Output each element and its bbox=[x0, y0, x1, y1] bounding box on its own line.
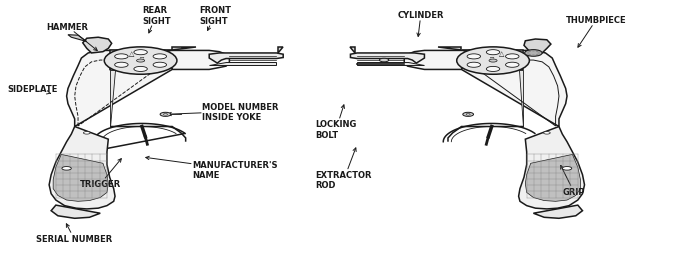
Text: THUMBPIECE: THUMBPIECE bbox=[565, 17, 626, 48]
Text: MANUFACTURER'S
NAME: MANUFACTURER'S NAME bbox=[146, 157, 278, 180]
PathPatch shape bbox=[533, 205, 582, 218]
PathPatch shape bbox=[68, 36, 87, 42]
PathPatch shape bbox=[49, 127, 115, 209]
Circle shape bbox=[524, 51, 542, 57]
Circle shape bbox=[467, 63, 481, 68]
PathPatch shape bbox=[278, 48, 283, 54]
Circle shape bbox=[536, 52, 539, 53]
Text: CYLINDER: CYLINDER bbox=[398, 11, 444, 37]
Circle shape bbox=[457, 48, 529, 75]
Circle shape bbox=[526, 53, 529, 54]
Circle shape bbox=[379, 59, 389, 62]
PathPatch shape bbox=[67, 51, 229, 127]
PathPatch shape bbox=[173, 48, 195, 51]
Circle shape bbox=[506, 55, 519, 60]
PathPatch shape bbox=[518, 71, 523, 127]
PathPatch shape bbox=[404, 51, 567, 127]
Circle shape bbox=[528, 55, 531, 56]
PathPatch shape bbox=[111, 71, 115, 127]
Circle shape bbox=[506, 63, 519, 68]
Circle shape bbox=[84, 132, 90, 135]
Circle shape bbox=[487, 51, 500, 56]
Circle shape bbox=[532, 55, 534, 56]
Text: HAMMER: HAMMER bbox=[47, 23, 97, 51]
Circle shape bbox=[528, 52, 531, 53]
Text: LOCKING
BOLT: LOCKING BOLT bbox=[315, 105, 357, 139]
Circle shape bbox=[543, 132, 550, 135]
Circle shape bbox=[160, 113, 171, 117]
Circle shape bbox=[536, 55, 539, 56]
PathPatch shape bbox=[518, 127, 584, 209]
Circle shape bbox=[532, 51, 534, 52]
PathPatch shape bbox=[525, 155, 580, 201]
Text: MODEL NUMBER
INSIDE YOKE: MODEL NUMBER INSIDE YOKE bbox=[168, 102, 279, 121]
Text: SERIAL NUMBER: SERIAL NUMBER bbox=[36, 224, 112, 243]
Circle shape bbox=[487, 67, 500, 72]
Circle shape bbox=[153, 55, 166, 60]
PathPatch shape bbox=[111, 68, 173, 71]
Circle shape bbox=[562, 167, 572, 170]
PathPatch shape bbox=[462, 51, 523, 71]
Text: TRIGGER: TRIGGER bbox=[80, 159, 121, 188]
PathPatch shape bbox=[209, 62, 276, 66]
Text: REAR
SIGHT: REAR SIGHT bbox=[142, 6, 171, 34]
Circle shape bbox=[466, 114, 470, 116]
Circle shape bbox=[463, 113, 474, 117]
PathPatch shape bbox=[83, 38, 112, 54]
PathPatch shape bbox=[438, 48, 462, 51]
Circle shape bbox=[489, 60, 497, 63]
Circle shape bbox=[467, 55, 481, 60]
Text: EXTRACTOR
ROD: EXTRACTOR ROD bbox=[315, 148, 372, 190]
Circle shape bbox=[115, 63, 128, 68]
Text: ▽: ▽ bbox=[489, 57, 494, 62]
Circle shape bbox=[153, 63, 166, 68]
Circle shape bbox=[164, 114, 168, 116]
Circle shape bbox=[137, 60, 145, 63]
Text: SIDEPLATE: SIDEPLATE bbox=[7, 85, 58, 94]
PathPatch shape bbox=[350, 54, 425, 64]
Text: FRONT
SIGHT: FRONT SIGHT bbox=[199, 6, 231, 31]
PathPatch shape bbox=[357, 62, 425, 66]
Circle shape bbox=[537, 53, 540, 54]
PathPatch shape bbox=[111, 51, 172, 71]
Circle shape bbox=[62, 167, 71, 170]
Circle shape bbox=[134, 67, 148, 72]
Circle shape bbox=[104, 48, 177, 75]
Text: △: △ bbox=[129, 51, 135, 57]
Circle shape bbox=[115, 55, 128, 60]
PathPatch shape bbox=[209, 54, 283, 64]
Text: ▽: ▽ bbox=[140, 57, 144, 62]
PathPatch shape bbox=[53, 155, 109, 201]
Text: △: △ bbox=[499, 51, 504, 57]
PathPatch shape bbox=[51, 205, 100, 218]
PathPatch shape bbox=[350, 48, 355, 54]
Circle shape bbox=[134, 51, 148, 56]
PathPatch shape bbox=[524, 40, 551, 54]
Text: GRIP: GRIP bbox=[561, 166, 585, 196]
